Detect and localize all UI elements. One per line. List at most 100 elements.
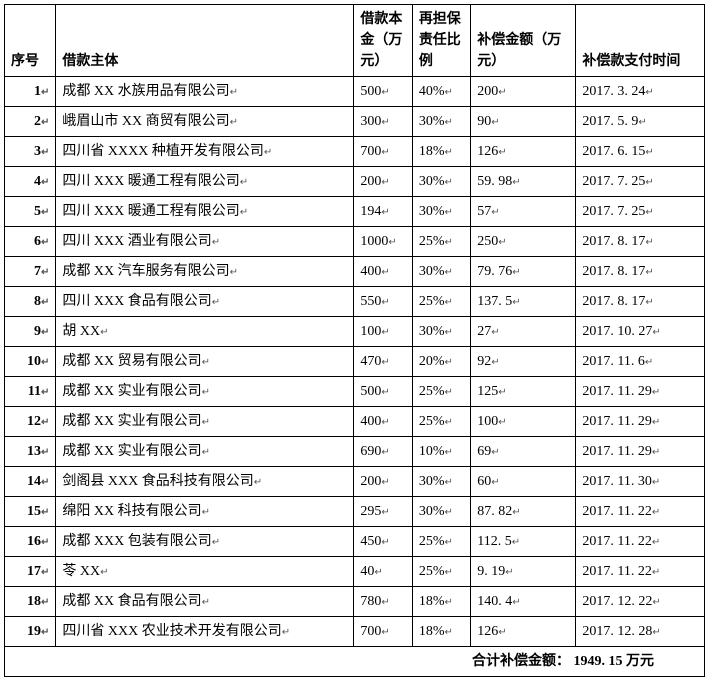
cell-amount: 125↵	[471, 377, 576, 407]
total-label: 合计补偿金额： 1949. 15 万元	[472, 654, 654, 669]
cell-seq: 2↵	[5, 107, 56, 137]
table-row: 19↵四川省 XXX 农业技术开发有限公司↵700↵18%↵126↵2017. …	[5, 617, 705, 647]
header-date: 补偿款支付时间	[576, 5, 705, 77]
cell-principal: 200↵	[354, 167, 412, 197]
cell-seq: 12↵	[5, 407, 56, 437]
cell-body: 成都 XX 实业有限公司↵	[56, 437, 354, 467]
cell-amount: 87. 82↵	[471, 497, 576, 527]
cell-seq: 18↵	[5, 587, 56, 617]
cell-amount: 200↵	[471, 77, 576, 107]
cell-date: 2017. 5. 9↵	[576, 107, 705, 137]
cell-ratio: 25%↵	[412, 527, 470, 557]
cell-amount: 126↵	[471, 137, 576, 167]
cell-body: 苓 XX↵	[56, 557, 354, 587]
cell-date: 2017. 11. 22↵	[576, 497, 705, 527]
table-row: 3↵四川省 XXXX 种植开发有限公司↵700↵18%↵126↵2017. 6.…	[5, 137, 705, 167]
table-header-row: 序号 借款主体 借款本金（万元） 再担保责任比例 补偿金额（万元） 补偿款支付时…	[5, 5, 705, 77]
cell-ratio: 40%↵	[412, 77, 470, 107]
cell-ratio: 30%↵	[412, 467, 470, 497]
cell-principal: 500↵	[354, 77, 412, 107]
cell-seq: 19↵	[5, 617, 56, 647]
cell-seq: 15↵	[5, 497, 56, 527]
cell-body: 成都 XXX 包装有限公司↵	[56, 527, 354, 557]
cell-principal: 400↵	[354, 407, 412, 437]
cell-body: 胡 XX↵	[56, 317, 354, 347]
cell-ratio: 30%↵	[412, 167, 470, 197]
table-row: 8↵四川 XXX 食品有限公司↵550↵25%↵137. 5↵2017. 8. …	[5, 287, 705, 317]
compensation-table: 序号 借款主体 借款本金（万元） 再担保责任比例 补偿金额（万元） 补偿款支付时…	[4, 4, 705, 677]
table-row: 18↵成都 XX 食品有限公司↵780↵18%↵140. 4↵2017. 12.…	[5, 587, 705, 617]
cell-ratio: 30%↵	[412, 257, 470, 287]
cell-date: 2017. 11. 29↵	[576, 407, 705, 437]
cell-amount: 60↵	[471, 467, 576, 497]
cell-principal: 500↵	[354, 377, 412, 407]
cell-seq: 4↵	[5, 167, 56, 197]
cell-principal: 700↵	[354, 617, 412, 647]
cell-principal: 780↵	[354, 587, 412, 617]
cell-ratio: 18%↵	[412, 617, 470, 647]
cell-seq: 13↵	[5, 437, 56, 467]
table-row: 15↵绵阳 XX 科技有限公司↵295↵30%↵87. 82↵2017. 11.…	[5, 497, 705, 527]
cell-seq: 16↵	[5, 527, 56, 557]
cell-ratio: 30%↵	[412, 107, 470, 137]
cell-date: 2017. 11. 22↵	[576, 527, 705, 557]
cell-seq: 5↵	[5, 197, 56, 227]
cell-date: 2017. 8. 17↵	[576, 227, 705, 257]
header-principal: 借款本金（万元）	[354, 5, 412, 77]
cell-date: 2017. 8. 17↵	[576, 287, 705, 317]
cell-amount: 9. 19↵	[471, 557, 576, 587]
cell-principal: 194↵	[354, 197, 412, 227]
cell-ratio: 18%↵	[412, 587, 470, 617]
cell-amount: 57↵	[471, 197, 576, 227]
cell-body: 成都 XX 实业有限公司↵	[56, 407, 354, 437]
cell-date: 2017. 6. 15↵	[576, 137, 705, 167]
cell-seq: 10↵	[5, 347, 56, 377]
cell-body: 峨眉山市 XX 商贸有限公司↵	[56, 107, 354, 137]
cell-amount: 90↵	[471, 107, 576, 137]
cell-amount: 92↵	[471, 347, 576, 377]
cell-seq: 9↵	[5, 317, 56, 347]
total-cell: 合计补偿金额： 1949. 15 万元	[5, 647, 705, 677]
cell-principal: 300↵	[354, 107, 412, 137]
table-row: 2↵峨眉山市 XX 商贸有限公司↵300↵30%↵90↵2017. 5. 9↵	[5, 107, 705, 137]
cell-amount: 126↵	[471, 617, 576, 647]
table-row: 4↵四川 XXX 暖通工程有限公司↵200↵30%↵59. 98↵2017. 7…	[5, 167, 705, 197]
table-row: 10↵成都 XX 贸易有限公司↵470↵20%↵92↵2017. 11. 6↵	[5, 347, 705, 377]
cell-ratio: 20%↵	[412, 347, 470, 377]
cell-principal: 1000↵	[354, 227, 412, 257]
header-seq: 序号	[5, 5, 56, 77]
cell-principal: 470↵	[354, 347, 412, 377]
cell-date: 2017. 7. 25↵	[576, 197, 705, 227]
cell-principal: 200↵	[354, 467, 412, 497]
cell-date: 2017. 10. 27↵	[576, 317, 705, 347]
cell-body: 四川省 XXXX 种植开发有限公司↵	[56, 137, 354, 167]
cell-principal: 700↵	[354, 137, 412, 167]
cell-ratio: 30%↵	[412, 317, 470, 347]
cell-date: 2017. 11. 29↵	[576, 437, 705, 467]
cell-seq: 11↵	[5, 377, 56, 407]
cell-ratio: 25%↵	[412, 287, 470, 317]
cell-ratio: 25%↵	[412, 557, 470, 587]
cell-amount: 137. 5↵	[471, 287, 576, 317]
cell-date: 2017. 11. 6↵	[576, 347, 705, 377]
cell-ratio: 18%↵	[412, 137, 470, 167]
cell-seq: 1↵	[5, 77, 56, 107]
cell-body: 成都 XX 水族用品有限公司↵	[56, 77, 354, 107]
cell-principal: 450↵	[354, 527, 412, 557]
cell-amount: 250↵	[471, 227, 576, 257]
cell-body: 成都 XX 食品有限公司↵	[56, 587, 354, 617]
cell-date: 2017. 11. 29↵	[576, 377, 705, 407]
cell-amount: 100↵	[471, 407, 576, 437]
cell-body: 四川省 XXX 农业技术开发有限公司↵	[56, 617, 354, 647]
table-row: 11↵成都 XX 实业有限公司↵500↵25%↵125↵2017. 11. 29…	[5, 377, 705, 407]
cell-seq: 6↵	[5, 227, 56, 257]
cell-principal: 40↵	[354, 557, 412, 587]
table-row: 1↵成都 XX 水族用品有限公司↵500↵40%↵200↵2017. 3. 24…	[5, 77, 705, 107]
cell-seq: 7↵	[5, 257, 56, 287]
cell-date: 2017. 3. 24↵	[576, 77, 705, 107]
cell-body: 四川 XXX 食品有限公司↵	[56, 287, 354, 317]
table-row: 17↵苓 XX↵40↵25%↵9. 19↵2017. 11. 22↵	[5, 557, 705, 587]
cell-amount: 79. 76↵	[471, 257, 576, 287]
cell-amount: 112. 5↵	[471, 527, 576, 557]
cell-body: 成都 XX 实业有限公司↵	[56, 377, 354, 407]
